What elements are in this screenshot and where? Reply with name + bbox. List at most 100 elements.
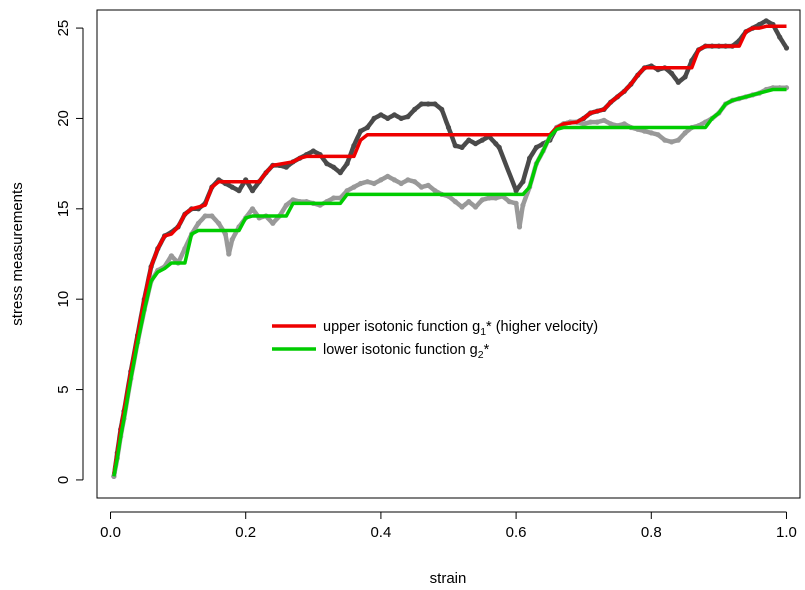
data-point	[378, 177, 384, 183]
data-point	[405, 177, 411, 183]
point-series-1	[111, 85, 790, 479]
data-point	[195, 220, 201, 226]
data-point	[655, 132, 661, 138]
data-point	[601, 117, 607, 123]
data-point	[222, 231, 228, 237]
data-point	[202, 213, 208, 219]
data-point	[283, 164, 289, 170]
data-point	[682, 130, 688, 136]
legend-label-upper: upper isotonic function g1* (higher velo…	[323, 319, 598, 338]
x-axis: 0.0 0.2 0.4 0.6 0.8 1.0	[100, 511, 797, 541]
data-point	[641, 128, 648, 134]
data-point	[216, 220, 222, 226]
data-point	[439, 106, 445, 112]
point-trace-1	[111, 85, 789, 479]
data-point	[398, 115, 404, 121]
data-point	[371, 115, 377, 121]
plot-area	[96, 9, 801, 499]
data-point	[364, 179, 370, 185]
data-point	[391, 177, 397, 183]
data-point	[229, 236, 235, 243]
data-point	[283, 202, 289, 208]
data-point	[418, 101, 425, 107]
data-point	[445, 124, 452, 131]
data-point	[756, 21, 763, 28]
plot-frame	[96, 9, 801, 499]
data-point	[425, 101, 431, 107]
data-point	[479, 197, 485, 203]
data-point	[432, 101, 438, 107]
data-point	[662, 137, 668, 143]
data-point	[486, 195, 492, 201]
data-point	[777, 34, 783, 40]
scatter-points	[111, 18, 790, 479]
x-tick-label: 0.0	[100, 524, 121, 541]
data-point	[418, 184, 425, 190]
data-point	[459, 204, 465, 210]
data-point	[236, 188, 242, 194]
data-point	[587, 119, 594, 125]
data-point	[344, 188, 350, 194]
data-point	[358, 180, 364, 187]
data-point	[675, 137, 681, 143]
data-point	[405, 114, 411, 120]
data-point	[608, 121, 614, 127]
data-point	[452, 199, 458, 205]
legend-label-lower: lower isotonic function g2*	[323, 342, 490, 361]
data-point	[479, 137, 485, 143]
y-tick-label: 0	[55, 476, 72, 484]
data-point	[520, 202, 526, 208]
data-point	[310, 148, 316, 154]
x-tick-label: 0.6	[506, 524, 527, 541]
data-point	[520, 179, 526, 185]
data-point	[412, 106, 418, 112]
point-trace-0	[111, 18, 789, 479]
data-point	[493, 141, 499, 147]
data-point	[226, 251, 232, 257]
x-tick-label: 0.8	[641, 524, 662, 541]
data-point	[331, 195, 337, 201]
point-series-0	[111, 18, 790, 479]
data-point	[425, 182, 431, 188]
data-point	[337, 170, 343, 176]
y-tick-label: 15	[55, 200, 72, 217]
data-point	[249, 188, 256, 194]
data-point	[364, 124, 370, 131]
data-point	[385, 115, 391, 121]
data-point	[270, 220, 276, 226]
data-point	[229, 184, 235, 190]
y-tick-label: 20	[55, 110, 72, 127]
legend: upper isotonic function g1* (higher velo…	[272, 319, 598, 361]
data-point	[581, 121, 587, 127]
data-point	[412, 179, 418, 185]
y-tick-label: 5	[55, 385, 72, 393]
data-point	[783, 45, 790, 51]
data-point	[472, 204, 479, 210]
data-point	[621, 121, 627, 127]
x-tick-label: 0.2	[235, 524, 256, 541]
data-point	[513, 200, 519, 206]
data-point	[472, 141, 479, 147]
data-point	[290, 197, 296, 203]
y-axis: 0 5 10 15 20 25	[55, 20, 84, 484]
data-point	[493, 195, 499, 201]
data-point	[466, 137, 472, 143]
x-axis-label: strain	[430, 570, 467, 587]
data-point	[648, 130, 654, 136]
x-tick-label: 1.0	[776, 524, 797, 541]
data-point	[432, 188, 438, 194]
data-point	[669, 139, 675, 145]
data-point	[496, 144, 502, 150]
data-point	[452, 143, 458, 149]
data-point	[371, 180, 377, 187]
data-point	[682, 74, 688, 80]
y-axis-label: stress measurements	[9, 182, 26, 325]
step-line-3	[112, 87, 787, 477]
data-point	[466, 199, 472, 205]
y-tick-label: 25	[55, 20, 72, 37]
data-point	[385, 173, 391, 179]
data-point	[506, 199, 512, 205]
data-point	[391, 112, 397, 118]
data-point	[675, 79, 681, 85]
